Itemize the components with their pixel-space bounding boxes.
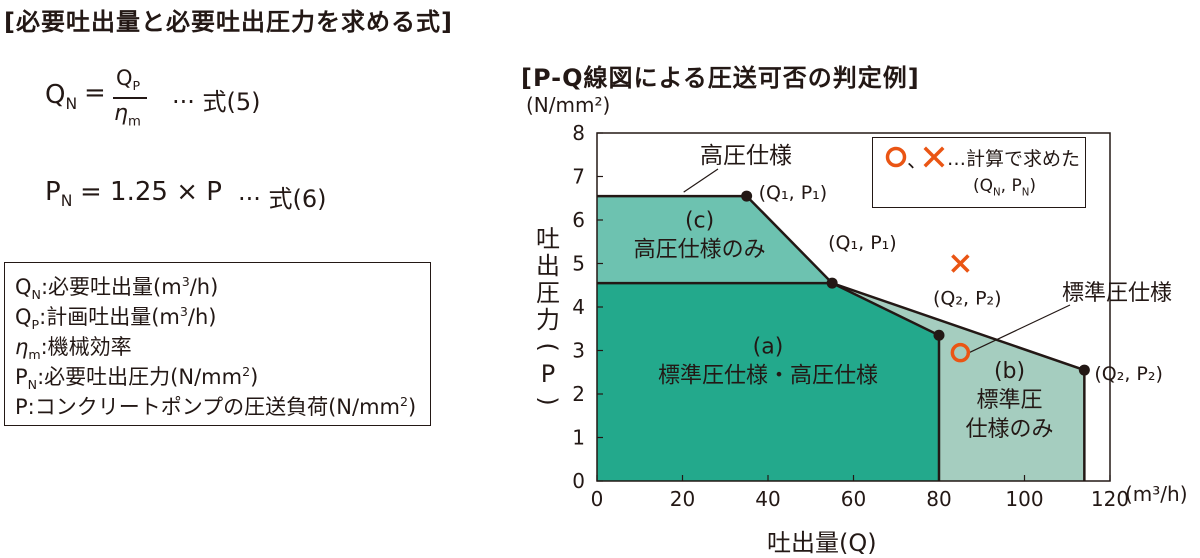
curve-label-standard-pressure: 標準圧仕様 xyxy=(1062,281,1172,306)
key-point-label: (Q₁, P₁) xyxy=(828,232,897,254)
y-tick-label: 8 xyxy=(572,121,585,145)
y-axis-label-char: ( xyxy=(534,342,562,351)
circle-marker-icon xyxy=(885,146,907,168)
region-a xyxy=(597,283,939,481)
formula-5-denominator: ηm xyxy=(114,101,141,130)
definition-eta: ηm:機械効率 xyxy=(15,335,132,363)
y-axis-label-char: 圧 xyxy=(536,279,560,307)
key-point-dot xyxy=(933,329,945,341)
key-point-dot xyxy=(1078,364,1090,376)
y-axis-label-char: 吐 xyxy=(536,225,560,253)
formula-5-equals: = xyxy=(84,78,106,108)
region-b xyxy=(832,283,1085,481)
region-label-b: 標準圧 xyxy=(977,388,1043,413)
chart-title: [P-Q線図による圧送可否の判定例] xyxy=(521,64,920,92)
cross-marker-icon xyxy=(923,146,945,168)
region-label-c: 高圧仕様のみ xyxy=(634,237,766,262)
x-tick-label: 60 xyxy=(841,487,866,511)
x-axis-label: 吐出量(Q) xyxy=(767,529,877,557)
fraction-bar xyxy=(113,97,147,99)
definition-p: P:コンクリートポンプの圧送負荷(N/mm2) xyxy=(15,394,417,419)
x-tick-label: 0 xyxy=(591,487,604,511)
y-tick-label: 7 xyxy=(572,165,585,189)
definition-qn: QN:必要吐出量(m3/h) xyxy=(15,274,219,303)
legend-separator: 、 xyxy=(907,148,927,172)
formula-6-lhs: PN xyxy=(45,177,73,211)
formula-5-numerator: QP xyxy=(116,66,141,94)
key-point-dot xyxy=(826,277,838,289)
region-label-c: (c) xyxy=(685,208,714,233)
x-tick-label: 100 xyxy=(1005,487,1043,511)
x-tick-label: 20 xyxy=(670,487,695,511)
legend-text: …計算で求めた xyxy=(947,148,1081,170)
y-axis-label-char: ) xyxy=(534,396,562,405)
cross-marker xyxy=(951,254,970,273)
formula-section-title: [必要吐出量と必要吐出圧力を求める式] xyxy=(4,8,453,36)
formula-6-label: ··· 式(6) xyxy=(238,185,327,213)
y-axis-label-char: P xyxy=(541,360,555,388)
y-tick-label: 1 xyxy=(572,426,585,450)
definition-qp: QP:計画吐出量(m3/h) xyxy=(15,304,217,333)
y-tick-label: 5 xyxy=(572,252,585,276)
region-label-a: (a) xyxy=(753,334,784,359)
key-point-label: (Q₁, P₁) xyxy=(759,182,828,204)
key-point-label: (Q₂, P₂) xyxy=(933,287,1002,309)
circle-marker xyxy=(950,342,971,363)
y-tick-label: 3 xyxy=(572,339,585,363)
legend-box: 、 …計算で求めた (QN, PN) xyxy=(872,137,1086,208)
legend-subtext: (QN, PN) xyxy=(973,176,1036,199)
y-tick-label: 2 xyxy=(572,382,585,406)
x-tick-label: 40 xyxy=(755,487,780,511)
key-point-label: (Q₂, P₂) xyxy=(1094,363,1163,385)
key-point-dot xyxy=(741,190,753,202)
formula-5-label: ··· 式(5) xyxy=(172,88,261,116)
y-axis-unit: (N/mm²) xyxy=(526,93,611,117)
y-tick-label: 6 xyxy=(572,208,585,232)
x-axis-unit: (m³/h) xyxy=(1125,482,1188,506)
leader-line xyxy=(966,304,1071,355)
definition-pn: PN:必要吐出圧力(N/mm2) xyxy=(15,364,259,393)
formula-6-rhs: = 1.25 × P xyxy=(80,177,222,207)
curve-label-high-pressure: 高圧仕様 xyxy=(700,143,792,169)
y-tick-label: 4 xyxy=(572,295,585,319)
x-tick-label: 80 xyxy=(926,487,951,511)
y-tick-label: 0 xyxy=(572,469,585,493)
y-axis-label-char: 力 xyxy=(536,306,560,334)
x-tick-label: 120 xyxy=(1091,487,1129,511)
region-label-b: (b) xyxy=(994,359,1025,384)
region-label-a: 標準圧仕様・高圧仕様 xyxy=(658,363,878,388)
formula-5-lhs: QN xyxy=(45,80,78,114)
pq-curve-standard-pressure xyxy=(597,281,1086,481)
region-label-b: 仕様のみ xyxy=(966,417,1054,442)
region-c xyxy=(597,196,833,284)
definitions-box: QN:必要吐出量(m3/h) QP:計画吐出量(m3/h) ηm:機械効率 PN… xyxy=(4,262,431,426)
y-axis-label-char: 出 xyxy=(536,252,560,280)
leader-line xyxy=(683,168,719,193)
